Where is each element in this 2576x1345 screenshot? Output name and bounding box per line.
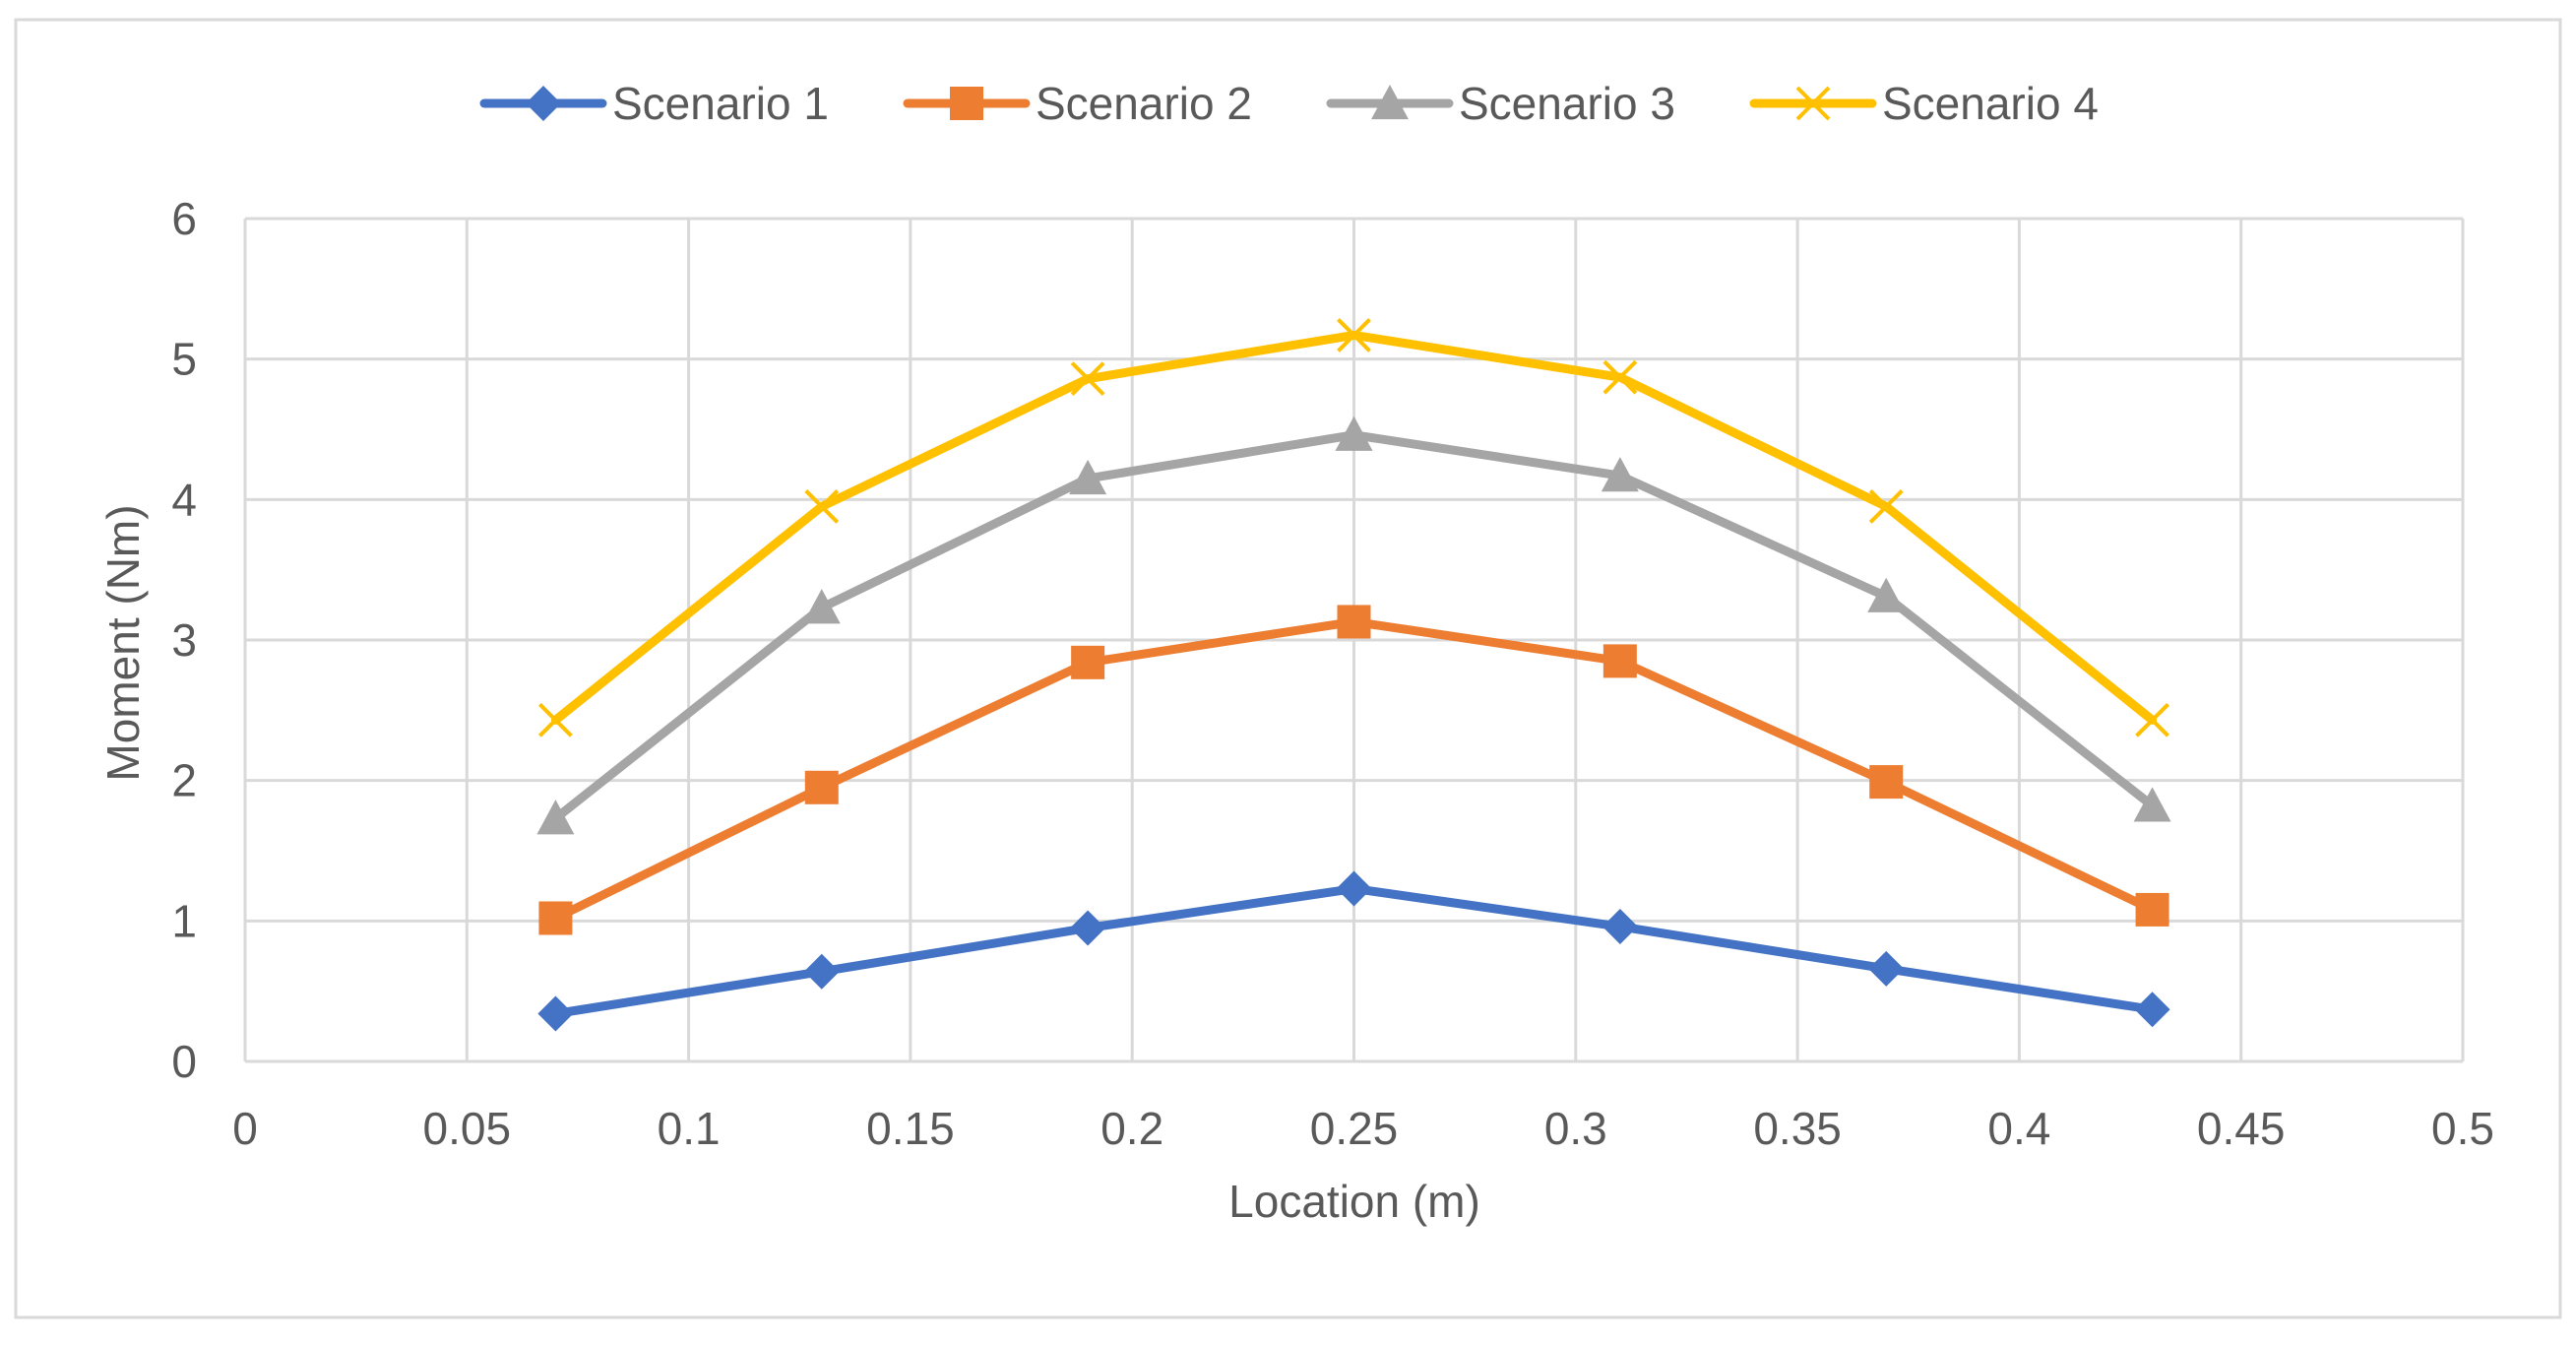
series-1-point [1336,870,1372,907]
axes: 0 0.05 0.1 0.15 0.2 0.25 0.3 0.35 0.4 0.45 0.5 0 1 2 3… [171,193,2494,1154]
x-tick-label: 0.2 [1100,1103,1163,1154]
series-3-point [1335,416,1373,451]
legend-label: Scenario 4 [1882,78,2099,129]
x-axis-title: Location (m) [1228,1176,1480,1227]
series-3-point [536,800,575,835]
legend-item-1: Scenario 1 [479,78,829,129]
legend-marker [1371,85,1409,120]
series-4-point [804,489,840,524]
series-1-point [2134,992,2170,1028]
series-4-point [1337,317,1371,352]
series-3-point [802,589,841,624]
series-3-point [2133,787,2171,822]
series-2 [538,605,2169,935]
series-2-point [538,901,573,935]
y-tick-label: 4 [171,474,197,525]
legend-marker [1795,86,1831,121]
legend-label: Scenario 2 [1036,78,1252,129]
series-3-point [1601,457,1639,492]
series-2-point [2135,892,2169,927]
series-2-point [1337,605,1371,639]
series-1-point [537,995,574,1032]
legend-item-4: Scenario 4 [1749,78,2099,129]
x-tick-label: 0.15 [866,1103,955,1154]
series-1-point [1070,910,1106,946]
x-tick-label: 0.35 [1753,1103,1842,1154]
gridlines [243,217,2465,1063]
legend: Scenario 1 Scenario 2 Scenario 3 Scenario 4 [479,78,2099,129]
series-3-point [1867,577,1906,612]
y-tick-label: 5 [171,334,197,385]
legend-item-3: Scenario 3 [1326,78,1675,129]
y-tick-label: 1 [171,895,197,946]
x-tick-label: 0.3 [1544,1103,1607,1154]
y-tick-label: 0 [171,1036,197,1087]
series-group [536,317,2171,1032]
series-2-point [1869,765,1904,800]
y-axis-title: Moment (Nm) [97,504,149,781]
series-1-point [803,953,840,990]
series-2-point [1071,645,1105,679]
series-3 [536,416,2171,835]
x-tick-label: 0.45 [2197,1103,2286,1154]
series-1-point [1868,950,1905,987]
series-3-point [1069,459,1107,495]
series-2-point [804,770,839,804]
series-4 [538,317,2169,737]
legend-item-2: Scenario 2 [903,78,1252,129]
chart-border [14,18,2562,1319]
x-tick-label: 0.4 [1987,1103,2050,1154]
series-1-point [1602,909,1638,945]
y-tick-label: 3 [171,614,197,666]
legend-label: Scenario 1 [612,78,829,129]
series-1 [537,870,2170,1032]
x-tick-label: 0 [232,1103,258,1154]
x-tick-label: 0.05 [423,1103,512,1154]
series-4-point [2135,702,2169,737]
series-4-point [1868,489,1904,524]
y-tick-label: 6 [171,193,197,244]
series-4-point [538,702,573,737]
series-4-point [1070,361,1105,397]
series-4-point [1602,359,1638,395]
legend-label: Scenario 3 [1459,78,1675,129]
series-2-point [1602,644,1637,678]
x-tick-label: 0.25 [1310,1103,1399,1154]
legend-marker [526,86,561,121]
x-tick-label: 0.1 [658,1103,721,1154]
legend-marker [950,87,983,120]
x-tick-label: 0.5 [2431,1103,2494,1154]
y-tick-label: 2 [171,755,197,806]
